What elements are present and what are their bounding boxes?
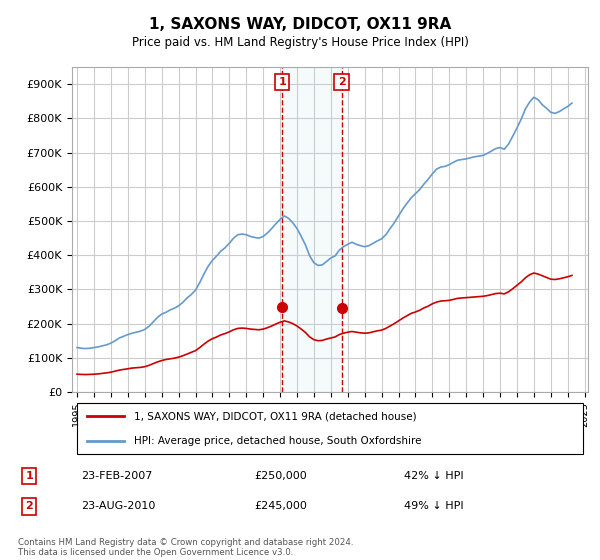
Text: Price paid vs. HM Land Registry's House Price Index (HPI): Price paid vs. HM Land Registry's House …	[131, 36, 469, 49]
Text: HPI: Average price, detached house, South Oxfordshire: HPI: Average price, detached house, Sout…	[134, 436, 421, 446]
Bar	[282, 67, 341, 392]
Text: £245,000: £245,000	[254, 501, 307, 511]
Text: 1, SAXONS WAY, DIDCOT, OX11 9RA (detached house): 1, SAXONS WAY, DIDCOT, OX11 9RA (detache…	[134, 411, 416, 421]
Text: 42% ↓ HPI: 42% ↓ HPI	[404, 471, 463, 481]
Text: 23-FEB-2007: 23-FEB-2007	[81, 471, 152, 481]
Text: 2: 2	[338, 77, 346, 87]
Text: Contains HM Land Registry data © Crown copyright and database right 2024.
This d: Contains HM Land Registry data © Crown c…	[18, 538, 353, 557]
Text: 23-AUG-2010: 23-AUG-2010	[81, 501, 155, 511]
Text: 1: 1	[278, 77, 286, 87]
Text: £250,000: £250,000	[254, 471, 307, 481]
Text: 49% ↓ HPI: 49% ↓ HPI	[404, 501, 463, 511]
FancyBboxPatch shape	[77, 403, 583, 454]
Text: 2: 2	[25, 501, 33, 511]
Text: 1: 1	[25, 471, 33, 481]
Text: 1, SAXONS WAY, DIDCOT, OX11 9RA: 1, SAXONS WAY, DIDCOT, OX11 9RA	[149, 17, 451, 32]
